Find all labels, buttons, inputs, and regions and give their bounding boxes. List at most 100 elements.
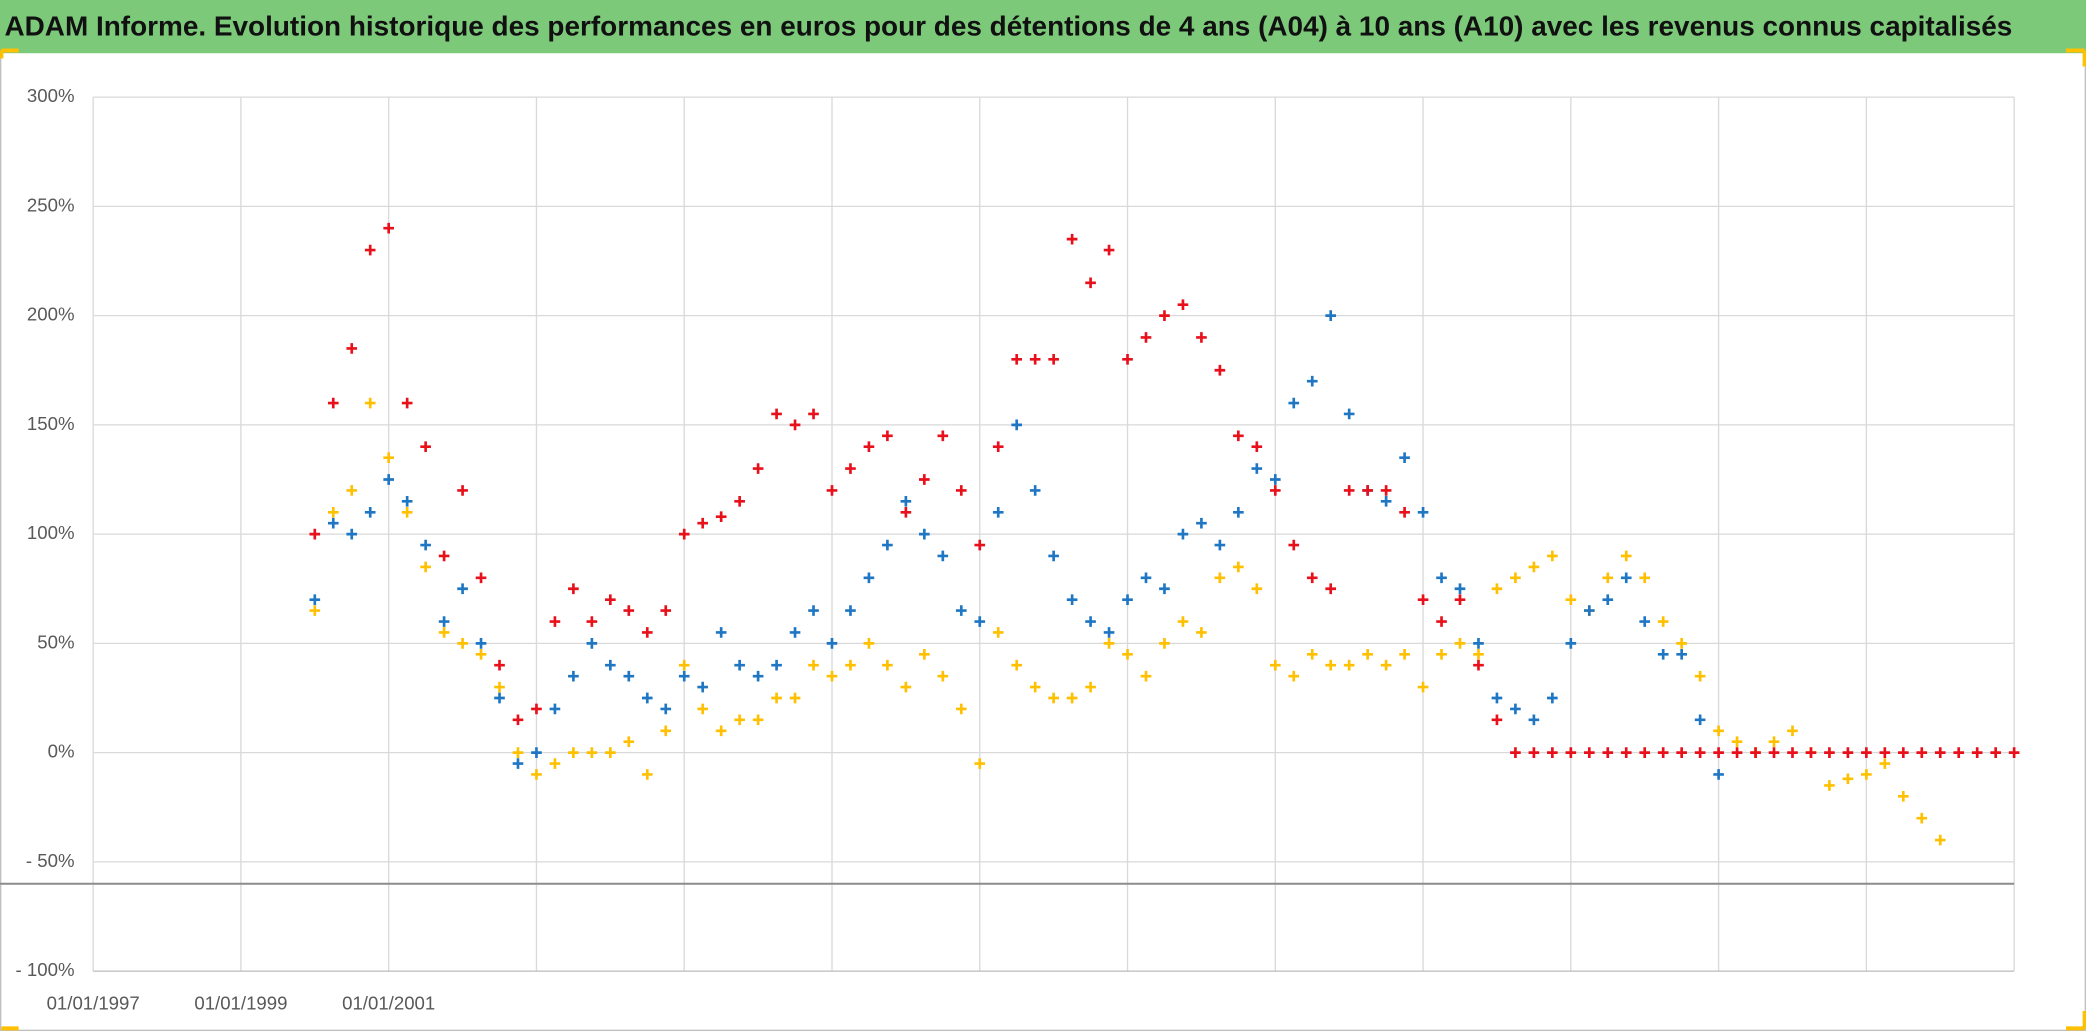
point bbox=[1436, 572, 1447, 584]
point bbox=[1602, 747, 1614, 758]
point bbox=[863, 572, 875, 584]
point bbox=[1214, 539, 1226, 551]
point bbox=[1934, 747, 1946, 758]
point bbox=[1233, 561, 1244, 573]
point bbox=[438, 550, 450, 562]
point bbox=[1676, 648, 1687, 660]
point bbox=[1066, 692, 1078, 704]
point bbox=[1583, 605, 1595, 616]
point bbox=[494, 692, 505, 704]
point bbox=[678, 659, 690, 671]
point bbox=[457, 638, 468, 649]
point bbox=[327, 397, 339, 409]
point bbox=[1879, 758, 1891, 769]
point bbox=[1103, 638, 1115, 649]
point bbox=[1787, 747, 1798, 758]
point bbox=[309, 605, 321, 616]
point bbox=[678, 528, 690, 540]
point bbox=[1473, 659, 1484, 671]
point bbox=[1565, 594, 1577, 605]
point bbox=[1011, 419, 1023, 431]
point bbox=[1473, 638, 1484, 649]
point bbox=[937, 670, 949, 682]
point bbox=[1048, 550, 1059, 562]
point bbox=[549, 703, 561, 715]
grid bbox=[0, 96, 2015, 972]
point bbox=[1824, 747, 1835, 758]
point bbox=[1547, 692, 1558, 704]
point bbox=[1528, 747, 1540, 758]
point bbox=[752, 463, 764, 474]
point bbox=[494, 659, 505, 671]
point bbox=[1639, 616, 1651, 627]
point bbox=[641, 769, 653, 780]
point bbox=[734, 496, 745, 507]
point bbox=[863, 638, 875, 649]
point bbox=[475, 648, 487, 660]
point bbox=[974, 539, 986, 551]
point bbox=[900, 506, 912, 518]
point bbox=[1251, 463, 1263, 474]
point bbox=[1731, 747, 1743, 758]
point bbox=[1380, 496, 1392, 507]
point bbox=[955, 703, 967, 715]
point bbox=[364, 244, 376, 256]
point bbox=[1159, 638, 1170, 649]
point bbox=[1861, 747, 1872, 758]
x-tick-label: 01/01/2001 bbox=[342, 992, 435, 1013]
point bbox=[992, 441, 1004, 453]
point bbox=[641, 627, 653, 638]
point bbox=[1251, 583, 1263, 595]
point bbox=[1066, 594, 1078, 605]
point bbox=[1269, 485, 1281, 496]
point bbox=[346, 343, 358, 354]
point bbox=[752, 714, 764, 726]
point bbox=[1620, 550, 1632, 562]
point bbox=[678, 670, 690, 682]
point bbox=[1620, 572, 1632, 584]
point bbox=[401, 506, 413, 518]
point bbox=[1491, 714, 1503, 726]
point bbox=[1583, 747, 1595, 758]
point bbox=[1916, 747, 1928, 758]
point bbox=[1510, 703, 1521, 715]
point bbox=[1399, 648, 1410, 660]
point bbox=[1491, 583, 1503, 595]
point bbox=[1473, 648, 1484, 660]
point bbox=[438, 616, 450, 627]
point bbox=[420, 539, 431, 551]
chart-title: ADAM Informe. Evolution historique des p… bbox=[4, 10, 2012, 41]
point bbox=[1140, 332, 1152, 343]
point bbox=[1085, 616, 1096, 627]
point bbox=[1417, 506, 1429, 518]
point bbox=[882, 659, 893, 671]
y-tick-label: 300% bbox=[27, 85, 75, 106]
point bbox=[623, 670, 635, 682]
point bbox=[1325, 310, 1337, 321]
point bbox=[882, 430, 893, 442]
point bbox=[1842, 773, 1854, 785]
point bbox=[974, 758, 986, 769]
y-tick-label: 100% bbox=[27, 522, 75, 543]
y-tick-label: - 50% bbox=[26, 850, 75, 871]
point bbox=[1288, 397, 1300, 409]
point bbox=[364, 397, 376, 409]
point bbox=[1029, 681, 1041, 693]
point bbox=[568, 670, 579, 682]
point bbox=[1399, 506, 1410, 518]
point bbox=[383, 474, 395, 485]
point bbox=[1306, 648, 1318, 660]
point bbox=[900, 496, 912, 507]
point bbox=[1177, 616, 1189, 627]
point bbox=[863, 441, 875, 453]
point bbox=[919, 528, 930, 540]
point bbox=[1214, 572, 1226, 584]
point bbox=[845, 659, 856, 671]
point bbox=[1657, 747, 1669, 758]
point bbox=[1343, 659, 1355, 671]
y-tick-label: - 100% bbox=[16, 959, 75, 980]
point bbox=[1694, 670, 1706, 682]
point bbox=[1362, 485, 1373, 496]
point bbox=[586, 616, 598, 627]
